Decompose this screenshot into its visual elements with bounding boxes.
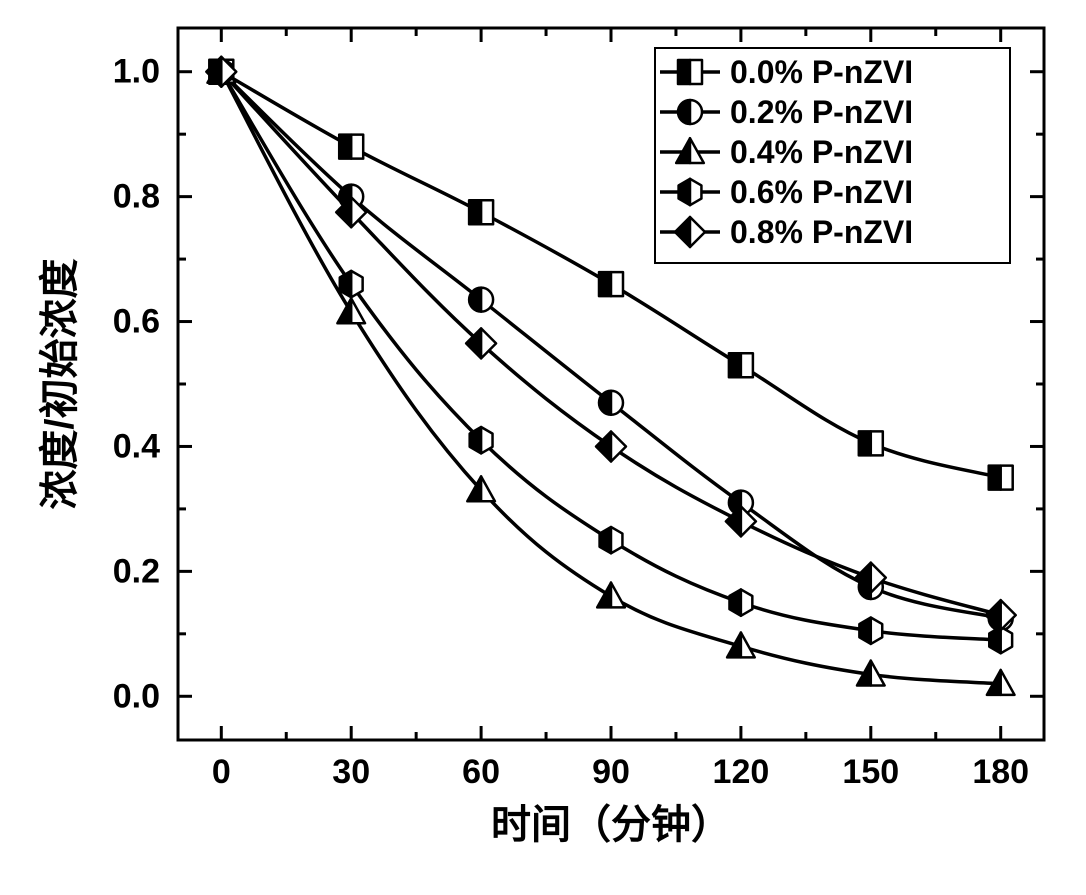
data-marker: [599, 391, 623, 415]
data-marker: [599, 272, 623, 296]
y-tick-label: 0.6: [113, 303, 160, 341]
data-marker: [859, 618, 882, 644]
y-tick-label: 0.0: [113, 677, 160, 715]
y-tick-label: 0.4: [113, 427, 160, 465]
data-marker: [340, 271, 363, 297]
data-marker: [729, 589, 752, 615]
x-tick-label: 60: [462, 753, 500, 791]
x-tick-label: 30: [332, 753, 370, 791]
x-tick-label: 90: [592, 753, 630, 791]
x-axis-title: 时间（分钟）: [491, 803, 731, 847]
y-tick-label: 0.8: [113, 178, 160, 216]
y-tick-label: 0.2: [113, 552, 160, 590]
data-marker: [729, 353, 753, 377]
legend-label: 0.2% P-nZVI: [730, 94, 913, 130]
data-marker: [339, 135, 363, 159]
legend-label: 0.0% P-nZVI: [730, 54, 913, 90]
data-marker: [859, 431, 883, 455]
x-tick-label: 150: [842, 753, 899, 791]
data-marker: [470, 427, 493, 453]
x-tick-label: 180: [972, 753, 1029, 791]
legend-label: 0.6% P-nZVI: [730, 174, 913, 210]
legend-label: 0.8% P-nZVI: [730, 214, 913, 250]
y-tick-label: 1.0: [113, 53, 160, 91]
legend-label: 0.4% P-nZVI: [730, 134, 913, 170]
data-marker: [989, 466, 1013, 490]
data-marker: [600, 527, 623, 553]
y-axis-title: 浓度/初始浓度: [38, 258, 82, 509]
x-tick-label: 0: [212, 753, 231, 791]
x-tick-label: 120: [713, 753, 770, 791]
data-marker: [469, 288, 493, 312]
line-chart: 0 30 60 90 120 150 180 0.0 0.2 0.4 0.6 0.8 1.0 时间（分钟）…: [0, 0, 1086, 895]
data-marker: [469, 200, 493, 224]
